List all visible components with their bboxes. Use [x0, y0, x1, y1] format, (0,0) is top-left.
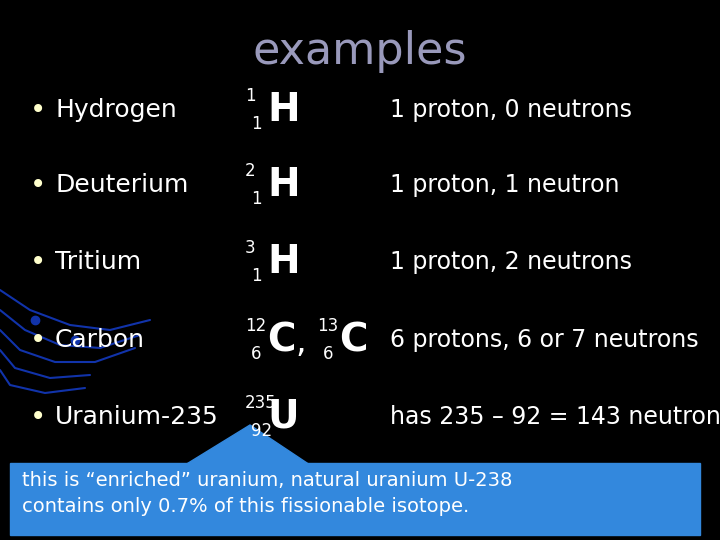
Text: 1: 1 — [251, 267, 261, 285]
Text: Carbon: Carbon — [55, 328, 145, 352]
Text: C: C — [339, 321, 367, 359]
Text: 1: 1 — [251, 190, 261, 208]
Text: H: H — [267, 91, 300, 129]
Text: has 235 – 92 = 143 neutrons: has 235 – 92 = 143 neutrons — [390, 405, 720, 429]
Text: 6: 6 — [323, 345, 333, 363]
Text: 1: 1 — [245, 87, 256, 105]
Text: this is “enriched” uranium, natural uranium U-238: this is “enriched” uranium, natural uran… — [22, 471, 513, 490]
Text: •: • — [30, 96, 46, 124]
Text: •: • — [30, 403, 46, 431]
Text: •: • — [30, 171, 46, 199]
Text: Uranium-235: Uranium-235 — [55, 405, 219, 429]
Text: C: C — [267, 321, 295, 359]
Text: 3: 3 — [245, 239, 256, 257]
Text: •: • — [30, 248, 46, 276]
Text: 235: 235 — [245, 394, 276, 412]
Text: 1 proton, 2 neutrons: 1 proton, 2 neutrons — [390, 250, 632, 274]
Text: •: • — [30, 326, 46, 354]
Text: 92: 92 — [251, 422, 272, 440]
FancyBboxPatch shape — [10, 463, 700, 535]
Text: examples: examples — [253, 30, 467, 73]
Text: U: U — [267, 398, 299, 436]
Text: Hydrogen: Hydrogen — [55, 98, 176, 122]
Text: contains only 0.7% of this fissionable isotope.: contains only 0.7% of this fissionable i… — [22, 497, 469, 516]
Text: Deuterium: Deuterium — [55, 173, 189, 197]
Text: 1: 1 — [251, 115, 261, 133]
Text: H: H — [267, 243, 300, 281]
Text: 12: 12 — [245, 317, 266, 335]
Text: 2: 2 — [245, 162, 256, 180]
Text: 1 proton, 1 neutron: 1 proton, 1 neutron — [390, 173, 619, 197]
Text: 6 protons, 6 or 7 neutrons: 6 protons, 6 or 7 neutrons — [390, 328, 698, 352]
Text: 6: 6 — [251, 345, 261, 363]
Text: H: H — [267, 166, 300, 204]
Text: ,: , — [295, 326, 305, 359]
Text: 1 proton, 0 neutrons: 1 proton, 0 neutrons — [390, 98, 632, 122]
Text: 13: 13 — [317, 317, 338, 335]
Polygon shape — [185, 425, 310, 465]
Text: Tritium: Tritium — [55, 250, 141, 274]
